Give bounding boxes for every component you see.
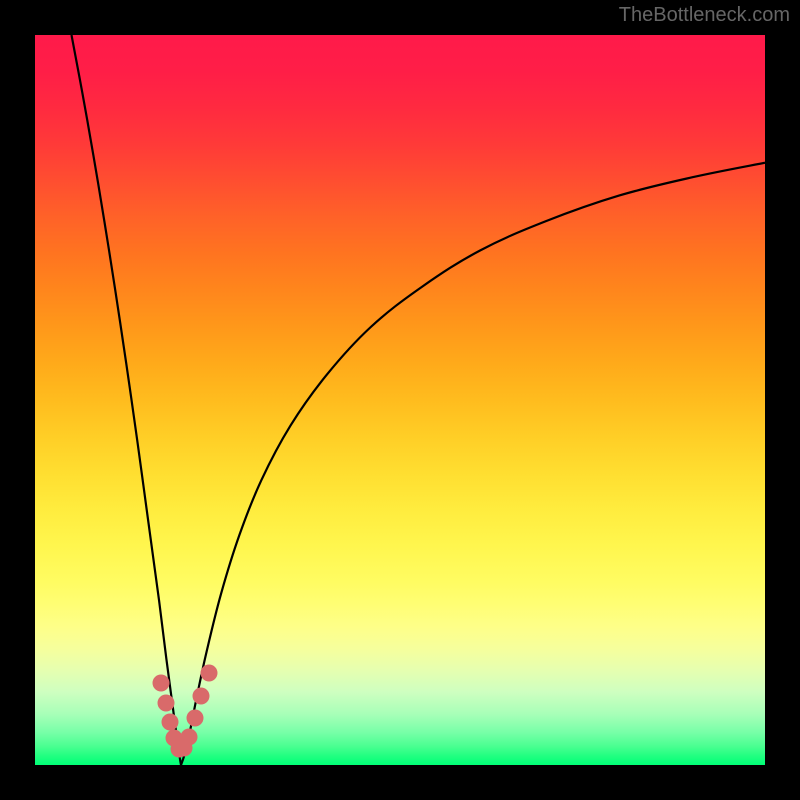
curve-marker — [153, 675, 170, 692]
curve-marker — [181, 728, 198, 745]
curve-marker — [157, 694, 174, 711]
curve-marker — [186, 710, 203, 727]
curve-marker — [162, 713, 179, 730]
plot-area — [35, 35, 765, 765]
markers-layer — [35, 35, 765, 765]
curve-marker — [193, 688, 210, 705]
curve-marker — [200, 665, 217, 682]
watermark-text: TheBottleneck.com — [619, 4, 790, 27]
chart-outer-frame: TheBottleneck.com — [0, 0, 800, 800]
